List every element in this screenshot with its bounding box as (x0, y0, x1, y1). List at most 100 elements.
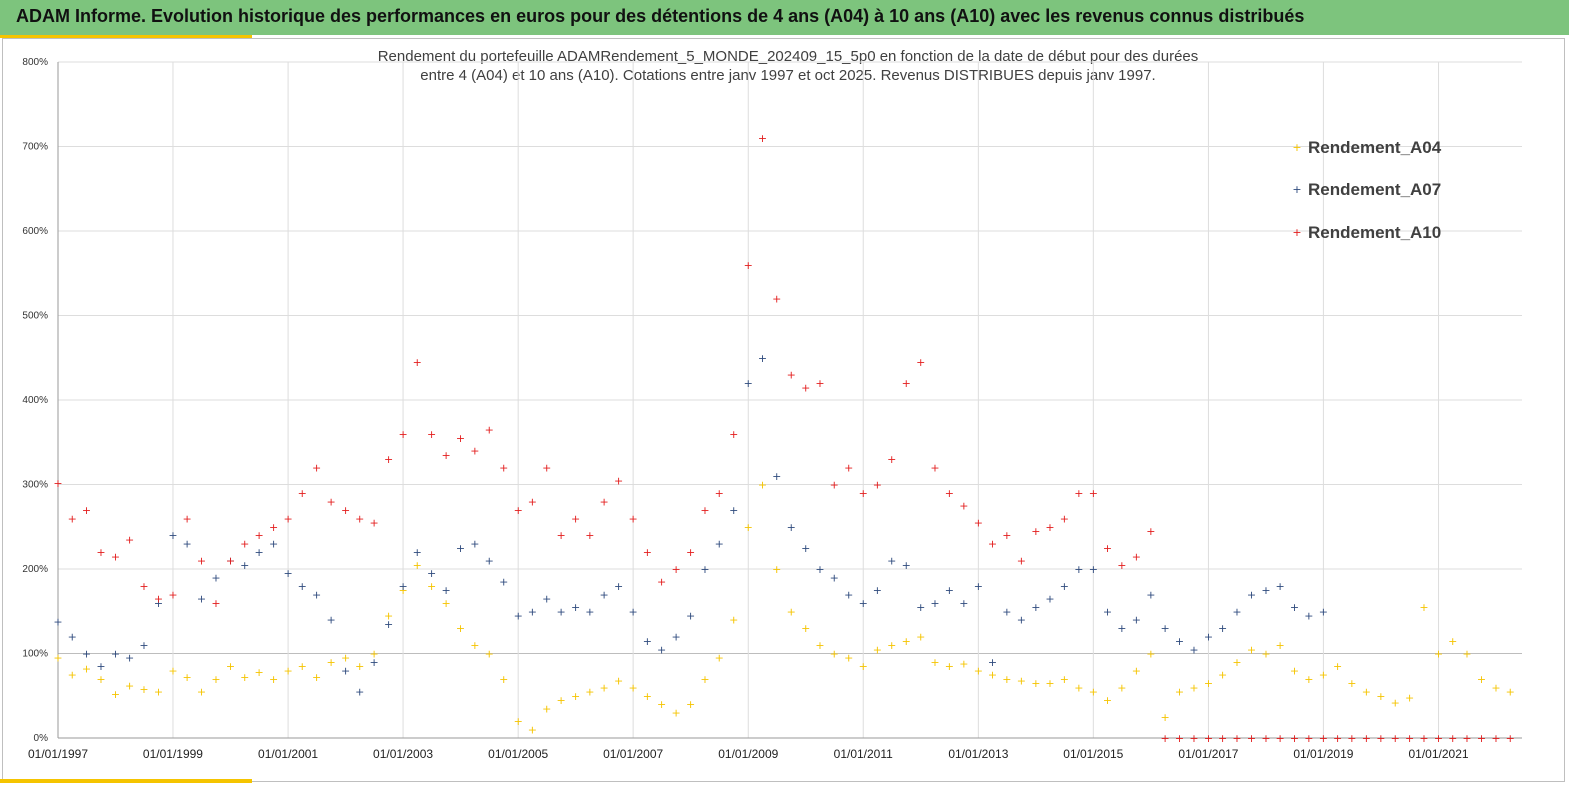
data-point: + (240, 671, 249, 684)
data-point: + (283, 512, 292, 525)
data-point: + (959, 597, 968, 610)
legend-marker: + (1292, 226, 1301, 239)
data-point: + (974, 664, 983, 677)
data-point: + (1304, 609, 1313, 622)
data-point: + (68, 512, 77, 525)
data-point: + (815, 639, 824, 652)
data-point: + (672, 563, 681, 576)
legend-marker: + (1292, 141, 1301, 154)
data-point: + (686, 698, 695, 711)
data-point: + (1247, 732, 1256, 745)
data-point: + (629, 681, 638, 694)
data-point: + (700, 504, 709, 517)
x-tick-label: 01/01/2009 (718, 747, 778, 761)
data-point: + (873, 584, 882, 597)
data-point: + (139, 683, 148, 696)
data-point: + (1060, 673, 1069, 686)
data-point: + (312, 671, 321, 684)
y-tick-label: 300% (22, 480, 48, 491)
data-point: + (744, 259, 753, 272)
data-point: + (1462, 732, 1471, 745)
data-point: + (916, 631, 925, 644)
data-point: + (1376, 732, 1385, 745)
data-point: + (1419, 732, 1428, 745)
data-point: + (384, 618, 393, 631)
data-point: + (758, 132, 767, 145)
data-point: + (298, 660, 307, 673)
data-point: + (614, 675, 623, 688)
data-point: + (456, 542, 465, 555)
data-point: + (1189, 643, 1198, 656)
data-point: + (873, 479, 882, 492)
data-point: + (902, 377, 911, 390)
data-point: + (183, 671, 192, 684)
data-point: + (801, 542, 810, 555)
data-point: + (945, 487, 954, 500)
x-tick-label: 01/01/2017 (1178, 747, 1238, 761)
data-point: + (168, 664, 177, 677)
data-point: + (629, 605, 638, 618)
data-point: + (585, 605, 594, 618)
data-point: + (1218, 732, 1227, 745)
x-tick-label: 01/01/2005 (488, 747, 548, 761)
data-point: + (384, 609, 393, 622)
data-point: + (427, 567, 436, 580)
data-point: + (772, 563, 781, 576)
y-tick-label: 700% (22, 142, 48, 153)
data-point: + (125, 533, 134, 546)
data-point: + (1232, 732, 1241, 745)
data-point: + (715, 487, 724, 500)
data-point: + (427, 428, 436, 441)
data-point: + (1506, 732, 1515, 745)
data-point: + (974, 517, 983, 530)
data-point: + (729, 504, 738, 517)
data-point: + (1089, 487, 1098, 500)
data-point: + (1290, 601, 1299, 614)
data-point: + (1002, 673, 1011, 686)
data-point: + (139, 580, 148, 593)
x-axis: 01/01/1997 01/01/1999 01/01/2001 01/01/2003… (28, 747, 1469, 761)
data-point: + (1275, 580, 1284, 593)
data-point: + (326, 614, 335, 627)
data-point: + (1232, 605, 1241, 618)
data-point: + (168, 529, 177, 542)
data-point: + (1017, 614, 1026, 627)
data-point: + (772, 470, 781, 483)
data-point: + (758, 352, 767, 365)
data-point: + (600, 588, 609, 601)
data-point: + (1434, 648, 1443, 661)
title-banner: ADAM Informe. Evolution historique des p… (0, 0, 1569, 35)
data-point: + (413, 559, 422, 572)
data-point: + (139, 639, 148, 652)
data-point: + (600, 495, 609, 508)
data-point: + (1045, 593, 1054, 606)
accent-bar-bottom (0, 779, 252, 783)
data-point: + (1204, 631, 1213, 644)
data-point: + (427, 580, 436, 593)
data-point: + (240, 538, 249, 551)
data-point: + (456, 622, 465, 635)
data-point: + (53, 652, 62, 665)
data-point: + (916, 356, 925, 369)
data-point: + (758, 479, 767, 492)
data-point: + (441, 449, 450, 462)
x-tick-label: 01/01/2011 (834, 747, 893, 761)
data-point: + (1161, 622, 1170, 635)
data-point: + (1017, 555, 1026, 568)
data-point: + (557, 529, 566, 542)
data-point: + (1462, 648, 1471, 661)
data-point: + (557, 605, 566, 618)
data-point: + (499, 462, 508, 475)
y-tick-label: 0% (34, 733, 49, 744)
data-point: + (700, 673, 709, 686)
data-points: + + + + + + + + + + + + + + + + + + + + + + + + + + + + + + + + + + + + + + + +… (53, 132, 1514, 745)
data-point: + (1031, 601, 1040, 614)
data-point: + (1132, 664, 1141, 677)
data-point: + (1319, 732, 1328, 745)
data-point: + (945, 584, 954, 597)
data-point: + (197, 555, 206, 568)
data-point: + (1218, 622, 1227, 635)
data-point: + (657, 643, 666, 656)
data-point: + (226, 555, 235, 568)
data-point: + (470, 538, 479, 551)
